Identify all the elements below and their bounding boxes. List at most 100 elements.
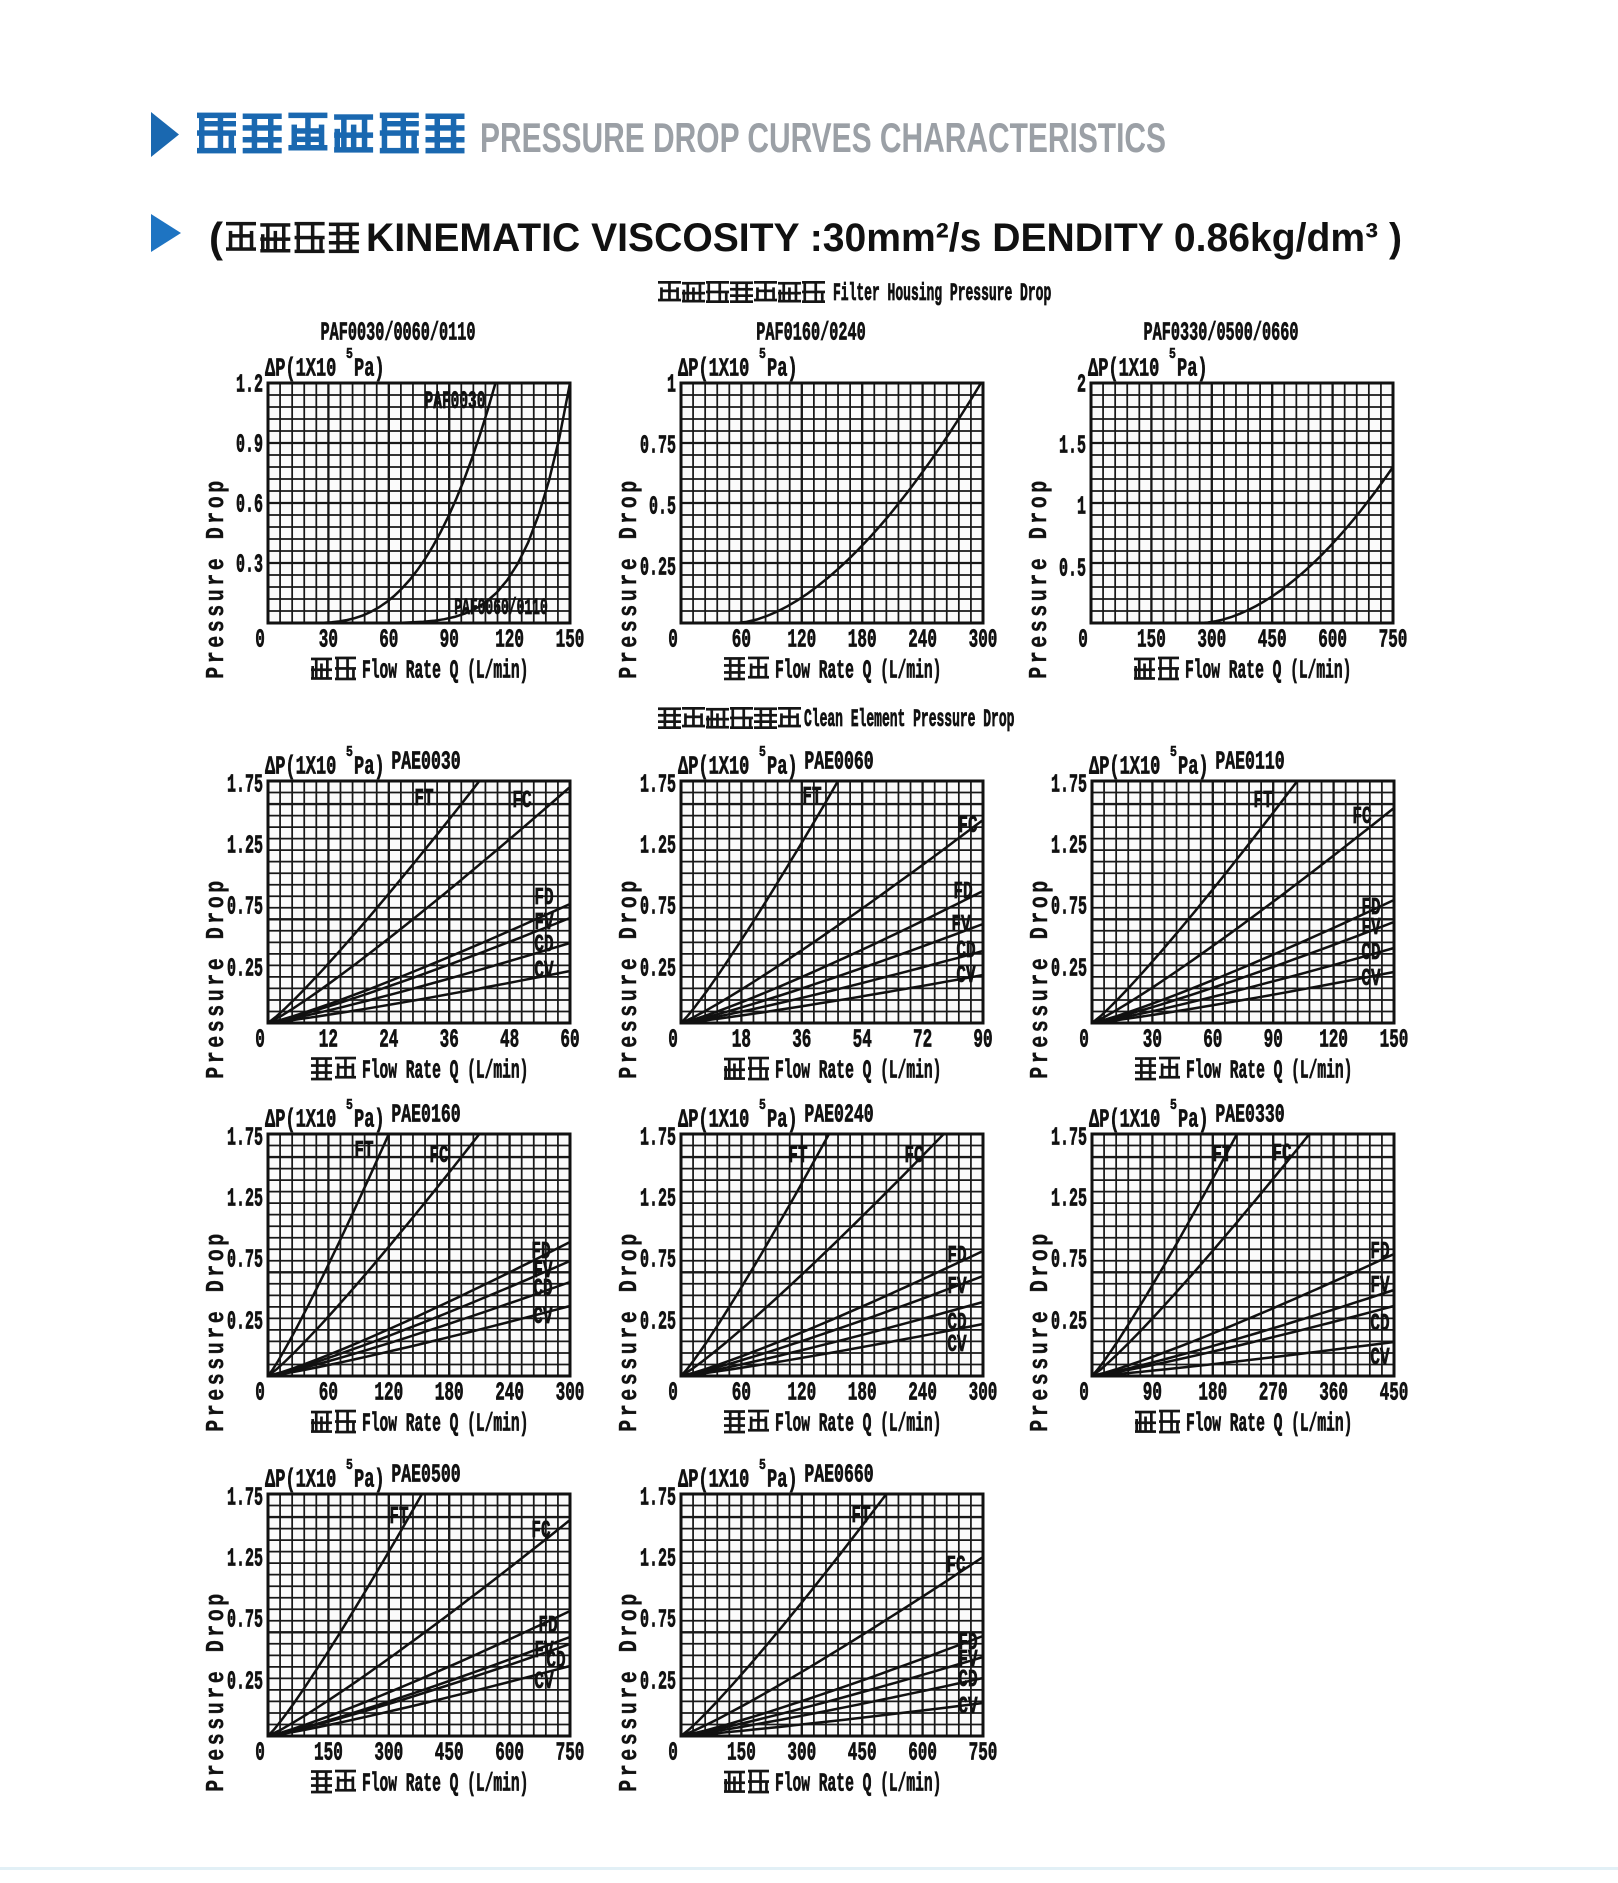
svg-text:0: 0 bbox=[668, 626, 678, 655]
svg-text:1.25: 1.25 bbox=[640, 1546, 676, 1574]
svg-text:1.2: 1.2 bbox=[236, 372, 263, 400]
svg-text:1.75: 1.75 bbox=[1051, 1125, 1087, 1153]
svg-text:5: 5 bbox=[346, 1458, 353, 1475]
svg-text:CV: CV bbox=[1370, 1345, 1390, 1372]
svg-text:FV: FV bbox=[534, 910, 554, 937]
svg-text:FT: FT bbox=[1212, 1142, 1231, 1169]
svg-text:ΔP(1X10: ΔP(1X10 bbox=[678, 1105, 749, 1134]
svg-text:FD: FD bbox=[538, 1613, 557, 1640]
svg-text:1.5: 1.5 bbox=[1059, 433, 1086, 461]
svg-text:48: 48 bbox=[500, 1026, 519, 1055]
svg-text:1.75: 1.75 bbox=[640, 772, 676, 800]
svg-text:5: 5 bbox=[346, 347, 353, 364]
svg-text:0.25: 0.25 bbox=[1051, 956, 1087, 984]
svg-text:0.6: 0.6 bbox=[236, 492, 263, 520]
svg-text:Pressure Drop: Pressure Drop bbox=[202, 877, 231, 1078]
svg-text:CD: CD bbox=[533, 1276, 552, 1303]
svg-text:750: 750 bbox=[556, 1739, 585, 1768]
svg-text:1.25: 1.25 bbox=[640, 1186, 676, 1214]
svg-text:FD: FD bbox=[1370, 1239, 1389, 1266]
svg-text:1: 1 bbox=[1077, 494, 1086, 522]
svg-text:180: 180 bbox=[848, 1379, 877, 1408]
svg-text:FD: FD bbox=[531, 1239, 550, 1266]
svg-text:Pressure Drop: Pressure Drop bbox=[615, 1230, 644, 1431]
svg-text:Pressure Drop: Pressure Drop bbox=[202, 1230, 231, 1431]
svg-text:450: 450 bbox=[1380, 1379, 1409, 1408]
svg-text:600: 600 bbox=[495, 1739, 524, 1768]
svg-text:90: 90 bbox=[1264, 1026, 1283, 1055]
svg-text:1.75: 1.75 bbox=[1051, 772, 1087, 800]
svg-text:0: 0 bbox=[668, 1026, 678, 1055]
svg-text:FD: FD bbox=[947, 1243, 966, 1270]
svg-text:PAF0030/0060/0110: PAF0030/0060/0110 bbox=[321, 319, 476, 348]
svg-text:60: 60 bbox=[379, 626, 398, 655]
svg-text:Flow Rate Q (L/min): Flow Rate Q (L/min) bbox=[362, 657, 528, 687]
svg-text:0: 0 bbox=[255, 1739, 265, 1768]
svg-text:CV: CV bbox=[1361, 966, 1381, 993]
svg-text:PAF0030: PAF0030 bbox=[425, 389, 486, 417]
svg-text:FV: FV bbox=[534, 1638, 554, 1665]
svg-text:300: 300 bbox=[1197, 626, 1226, 655]
svg-text:30: 30 bbox=[319, 626, 338, 655]
svg-text:CV: CV bbox=[956, 963, 976, 990]
svg-text:150: 150 bbox=[314, 1739, 343, 1768]
svg-text:Flow Rate Q (L/min): Flow Rate Q (L/min) bbox=[1186, 1057, 1352, 1087]
svg-text:1.75: 1.75 bbox=[640, 1485, 676, 1513]
svg-text:0: 0 bbox=[1079, 1379, 1089, 1408]
svg-text:5: 5 bbox=[759, 1098, 766, 1115]
svg-text:Pa): Pa) bbox=[354, 354, 385, 383]
svg-text:750: 750 bbox=[1379, 626, 1408, 655]
svg-text:CD: CD bbox=[958, 1667, 977, 1694]
svg-text:30: 30 bbox=[1143, 1026, 1162, 1055]
svg-text:Pressure Drop: Pressure Drop bbox=[615, 1590, 644, 1791]
svg-text:150: 150 bbox=[556, 626, 585, 655]
svg-text:ΔP(1X10: ΔP(1X10 bbox=[1089, 752, 1160, 781]
svg-text:60: 60 bbox=[319, 1379, 338, 1408]
svg-text:36: 36 bbox=[440, 1026, 459, 1055]
svg-text:0: 0 bbox=[668, 1379, 678, 1408]
svg-text:150: 150 bbox=[727, 1739, 756, 1768]
svg-text:ΔP(1X10: ΔP(1X10 bbox=[678, 354, 749, 383]
svg-text:ΔP(1X10: ΔP(1X10 bbox=[678, 752, 749, 781]
svg-text:120: 120 bbox=[374, 1379, 403, 1408]
svg-text:1.25: 1.25 bbox=[227, 1546, 263, 1574]
svg-text:180: 180 bbox=[848, 626, 877, 655]
svg-text:Pressure Drop: Pressure Drop bbox=[1026, 1230, 1055, 1431]
svg-text:PAF0330/0500/0660: PAF0330/0500/0660 bbox=[1144, 319, 1299, 348]
svg-text:FC: FC bbox=[1272, 1141, 1291, 1168]
svg-text:PAE0330: PAE0330 bbox=[1215, 1101, 1284, 1130]
svg-text:1.75: 1.75 bbox=[640, 1125, 676, 1153]
svg-text:PAE0240: PAE0240 bbox=[804, 1101, 873, 1130]
svg-text:600: 600 bbox=[1318, 626, 1347, 655]
svg-text:Flow Rate Q (L/min): Flow Rate Q (L/min) bbox=[1185, 657, 1351, 687]
svg-text:ΔP(1X10: ΔP(1X10 bbox=[678, 1465, 749, 1494]
svg-text:0.5: 0.5 bbox=[649, 494, 676, 522]
svg-text:ΔP(1X10: ΔP(1X10 bbox=[265, 752, 336, 781]
svg-text:72: 72 bbox=[913, 1026, 932, 1055]
svg-text:5: 5 bbox=[759, 1458, 766, 1475]
svg-text:0.25: 0.25 bbox=[227, 1309, 263, 1337]
svg-text:CD: CD bbox=[1361, 940, 1380, 967]
svg-text:60: 60 bbox=[560, 1026, 579, 1055]
svg-text:Pa): Pa) bbox=[767, 354, 798, 383]
svg-text:Pa): Pa) bbox=[1178, 1105, 1209, 1134]
svg-text:0.25: 0.25 bbox=[227, 1669, 263, 1697]
svg-text:18: 18 bbox=[732, 1026, 751, 1055]
svg-text:1.75: 1.75 bbox=[227, 1485, 263, 1513]
svg-text:Flow Rate Q (L/min): Flow Rate Q (L/min) bbox=[775, 1410, 941, 1440]
svg-text:ΔP(1X10: ΔP(1X10 bbox=[1088, 354, 1159, 383]
svg-text:FD: FD bbox=[534, 885, 553, 912]
svg-text:Filter Housing Pressure Drop: Filter Housing Pressure Drop bbox=[833, 280, 1051, 308]
svg-text:FV: FV bbox=[958, 1647, 978, 1674]
svg-text:Pa): Pa) bbox=[354, 1105, 385, 1134]
svg-text:Pa): Pa) bbox=[767, 1465, 798, 1494]
svg-text:0: 0 bbox=[255, 626, 265, 655]
svg-text:FD: FD bbox=[1361, 895, 1380, 922]
svg-text:FT: FT bbox=[389, 1504, 408, 1531]
svg-text:240: 240 bbox=[908, 626, 937, 655]
svg-text:KINEMATIC VISCOSITY :30mm²/s D: KINEMATIC VISCOSITY :30mm²/s DENDITY 0.8… bbox=[366, 216, 1402, 260]
svg-text:150: 150 bbox=[1380, 1026, 1409, 1055]
svg-text:Pressure Drop: Pressure Drop bbox=[1025, 477, 1054, 678]
svg-text:FD: FD bbox=[958, 1630, 977, 1657]
svg-text:0.9: 0.9 bbox=[236, 432, 263, 460]
